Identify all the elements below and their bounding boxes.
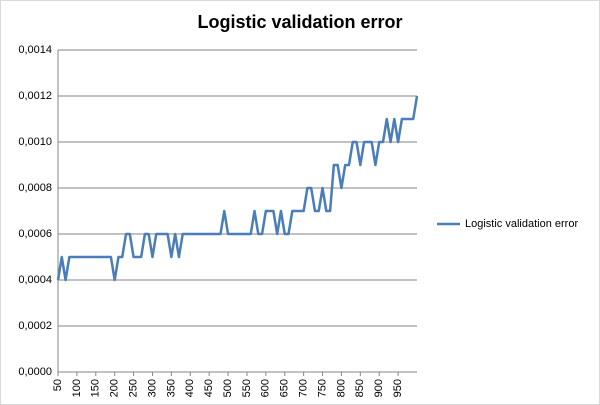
x-tick-label: 350 [165,379,177,397]
x-tick-label: 200 [109,379,121,397]
x-tick-label: 750 [316,379,328,397]
x-tick-label: 900 [373,379,385,397]
x-tick-label: 800 [335,379,347,397]
data-line [56,95,419,282]
x-tick-label: 450 [203,379,215,397]
x-tick-label: 600 [260,379,272,397]
x-tick-label: 850 [354,379,366,397]
y-tick-label: 0,0000 [18,366,52,378]
y-tick-label: 0,0002 [18,320,52,332]
y-tick-label: 0,0008 [18,182,52,194]
y-tick-label: 0,0004 [18,274,52,286]
x-tick-label: 150 [90,379,102,397]
x-tick-label: 100 [71,379,83,397]
x-tick-label: 650 [279,379,291,397]
x-tick-label: 50 [52,379,64,391]
chart-title: Logistic validation error [197,12,402,32]
x-tick-label: 950 [392,379,404,397]
x-tick-label: 300 [146,379,158,397]
x-tick-label: 700 [298,379,310,397]
y-tick-label: 0,0006 [18,228,52,240]
y-tick-label: 0,0010 [18,136,52,148]
y-tick-label: 0,0012 [18,90,52,102]
y-tick-label: 0,0014 [18,44,52,56]
x-tick-label: 250 [127,379,139,397]
legend-label: Logistic validation error [465,218,578,230]
x-tick-label: 400 [184,379,196,397]
x-tick-label: 550 [241,379,253,397]
x-tick-label: 500 [222,379,234,397]
